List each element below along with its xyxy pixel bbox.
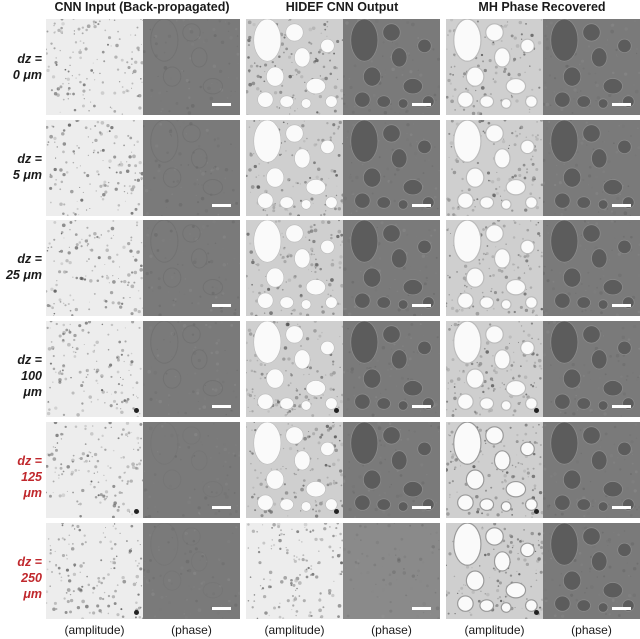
panel-hidef-amplitude-row1	[246, 19, 343, 115]
panel-hidef-phase-row5	[343, 422, 440, 518]
row-label-line1: dz =	[17, 252, 42, 266]
header-hidef-output: HIDEF CNN Output	[285, 0, 399, 14]
row-label-line2: 125 μm	[21, 470, 42, 500]
scale-bar	[612, 405, 631, 408]
scale-bar	[412, 103, 431, 106]
panel-mh-phase-row3	[543, 220, 640, 316]
panel-hidef-phase-row1	[343, 19, 440, 115]
panel-cnn-phase-row4	[143, 321, 240, 417]
panel-mh-amplitude-row4	[446, 321, 543, 417]
footer-mh-amplitude: (amplitude)	[464, 623, 525, 637]
panel-cnn-phase-row3	[143, 220, 240, 316]
panel-mh-phase-row4	[543, 321, 640, 417]
panel-cnn-amplitude-row1	[46, 19, 143, 115]
panel-mh-amplitude-row3	[446, 220, 543, 316]
particle-marker	[534, 610, 539, 615]
footer-hidef-phase: (phase)	[371, 623, 412, 637]
footer-cnn-amplitude: (amplitude)	[64, 623, 125, 637]
panel-cnn-amplitude-row3	[46, 220, 143, 316]
scale-bar	[212, 607, 231, 610]
scale-bar	[412, 506, 431, 509]
scale-bar	[412, 405, 431, 408]
particle-marker	[334, 509, 339, 514]
panel-hidef-phase-row4	[343, 321, 440, 417]
scale-bar	[612, 204, 631, 207]
panel-cnn-amplitude-row2	[46, 120, 143, 216]
particle-marker	[134, 509, 139, 514]
panel-cnn-amplitude-row4	[46, 321, 143, 417]
particle-marker	[534, 408, 539, 413]
panel-hidef-amplitude-row3	[246, 220, 343, 316]
panel-mh-phase-row1	[543, 19, 640, 115]
scale-bar	[612, 607, 631, 610]
panel-cnn-amplitude-row6	[46, 523, 143, 619]
row-label-dz-5: dz = 5 μm	[0, 151, 42, 183]
panel-mh-phase-row5	[543, 422, 640, 518]
panel-hidef-amplitude-row6	[246, 523, 343, 619]
panel-cnn-amplitude-row5	[46, 422, 143, 518]
row-label-line1: dz =	[17, 52, 42, 66]
panel-hidef-amplitude-row4	[246, 321, 343, 417]
header-mh-recovered: MH Phase Recovered	[478, 0, 606, 14]
scale-bar	[612, 506, 631, 509]
footer-hidef-amplitude: (amplitude)	[264, 623, 325, 637]
particle-marker	[134, 408, 139, 413]
particle-marker	[334, 408, 339, 413]
row-label-line1: dz =	[17, 454, 42, 468]
scale-bar	[412, 607, 431, 610]
row-label-line2: 0 μm	[12, 68, 42, 82]
scale-bar	[212, 304, 231, 307]
row-label-dz-0: dz = 0 μm	[0, 51, 42, 83]
panel-mh-amplitude-row2	[446, 120, 543, 216]
row-label-line2: 25 μm	[5, 268, 42, 282]
particle-marker	[134, 610, 139, 615]
panel-hidef-phase-row6	[343, 523, 440, 619]
panel-cnn-phase-row2	[143, 120, 240, 216]
row-label-dz-25: dz = 25 μm	[0, 251, 42, 283]
panel-cnn-phase-row1	[143, 19, 240, 115]
scale-bar	[212, 405, 231, 408]
panel-hidef-phase-row2	[343, 120, 440, 216]
panel-mh-amplitude-row5	[446, 422, 543, 518]
footer-mh-phase: (phase)	[571, 623, 612, 637]
scale-bar	[212, 103, 231, 106]
row-label-dz-125: dz = 125 μm	[0, 453, 42, 501]
panel-mh-amplitude-row1	[446, 19, 543, 115]
row-label-line1: dz =	[17, 152, 42, 166]
footer-cnn-phase: (phase)	[171, 623, 212, 637]
scale-bar	[412, 304, 431, 307]
panel-mh-phase-row2	[543, 120, 640, 216]
scale-bar	[412, 204, 431, 207]
panel-hidef-amplitude-row5	[246, 422, 343, 518]
row-label-line2: 250 μm	[21, 571, 42, 601]
scale-bar	[212, 506, 231, 509]
header-cnn-input: CNN Input (Back-propagated)	[54, 0, 230, 14]
panel-hidef-amplitude-row2	[246, 120, 343, 216]
panel-cnn-phase-row5	[143, 422, 240, 518]
particle-marker	[534, 509, 539, 514]
row-label-line1: dz =	[17, 555, 42, 569]
panel-hidef-phase-row3	[343, 220, 440, 316]
row-label-dz-100: dz = 100 μm	[0, 352, 42, 400]
scale-bar	[612, 103, 631, 106]
panel-mh-phase-row6	[543, 523, 640, 619]
scale-bar	[612, 304, 631, 307]
panel-mh-amplitude-row6	[446, 523, 543, 619]
panel-cnn-phase-row6	[143, 523, 240, 619]
row-label-line1: dz =	[17, 353, 42, 367]
scale-bar	[212, 204, 231, 207]
row-label-line2: 100 μm	[21, 369, 42, 399]
row-label-line2: 5 μm	[12, 168, 42, 182]
row-label-dz-250: dz = 250 μm	[0, 554, 42, 602]
